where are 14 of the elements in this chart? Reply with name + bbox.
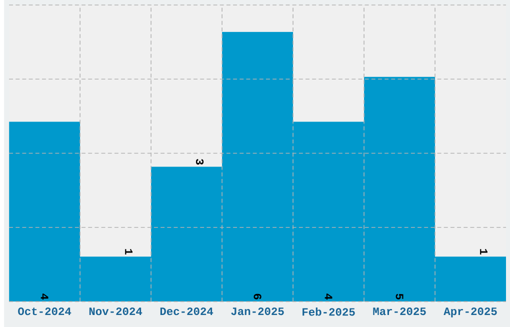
x-tick-label: Apr-2025 [444, 307, 497, 318]
x-tick-label: Feb-2025 [302, 307, 355, 316]
data-label: 5 [396, 294, 404, 300]
data-label: 1 [125, 248, 132, 254]
data-label: 6 [254, 294, 262, 300]
x-tick-label: Mar-2025 [373, 307, 426, 315]
data-label: 1 [480, 248, 488, 254]
x-tick-label: Oct-2024 [18, 307, 72, 315]
x-tick-label: Nov-2024 [89, 307, 142, 315]
data-label: 3 [196, 158, 204, 164]
x-tick-label: Dec-2024 [160, 307, 214, 315]
data-label: 4 [40, 293, 48, 300]
x-tick-label: Jan-2025 [231, 307, 284, 315]
data-label: 4 [324, 293, 332, 300]
